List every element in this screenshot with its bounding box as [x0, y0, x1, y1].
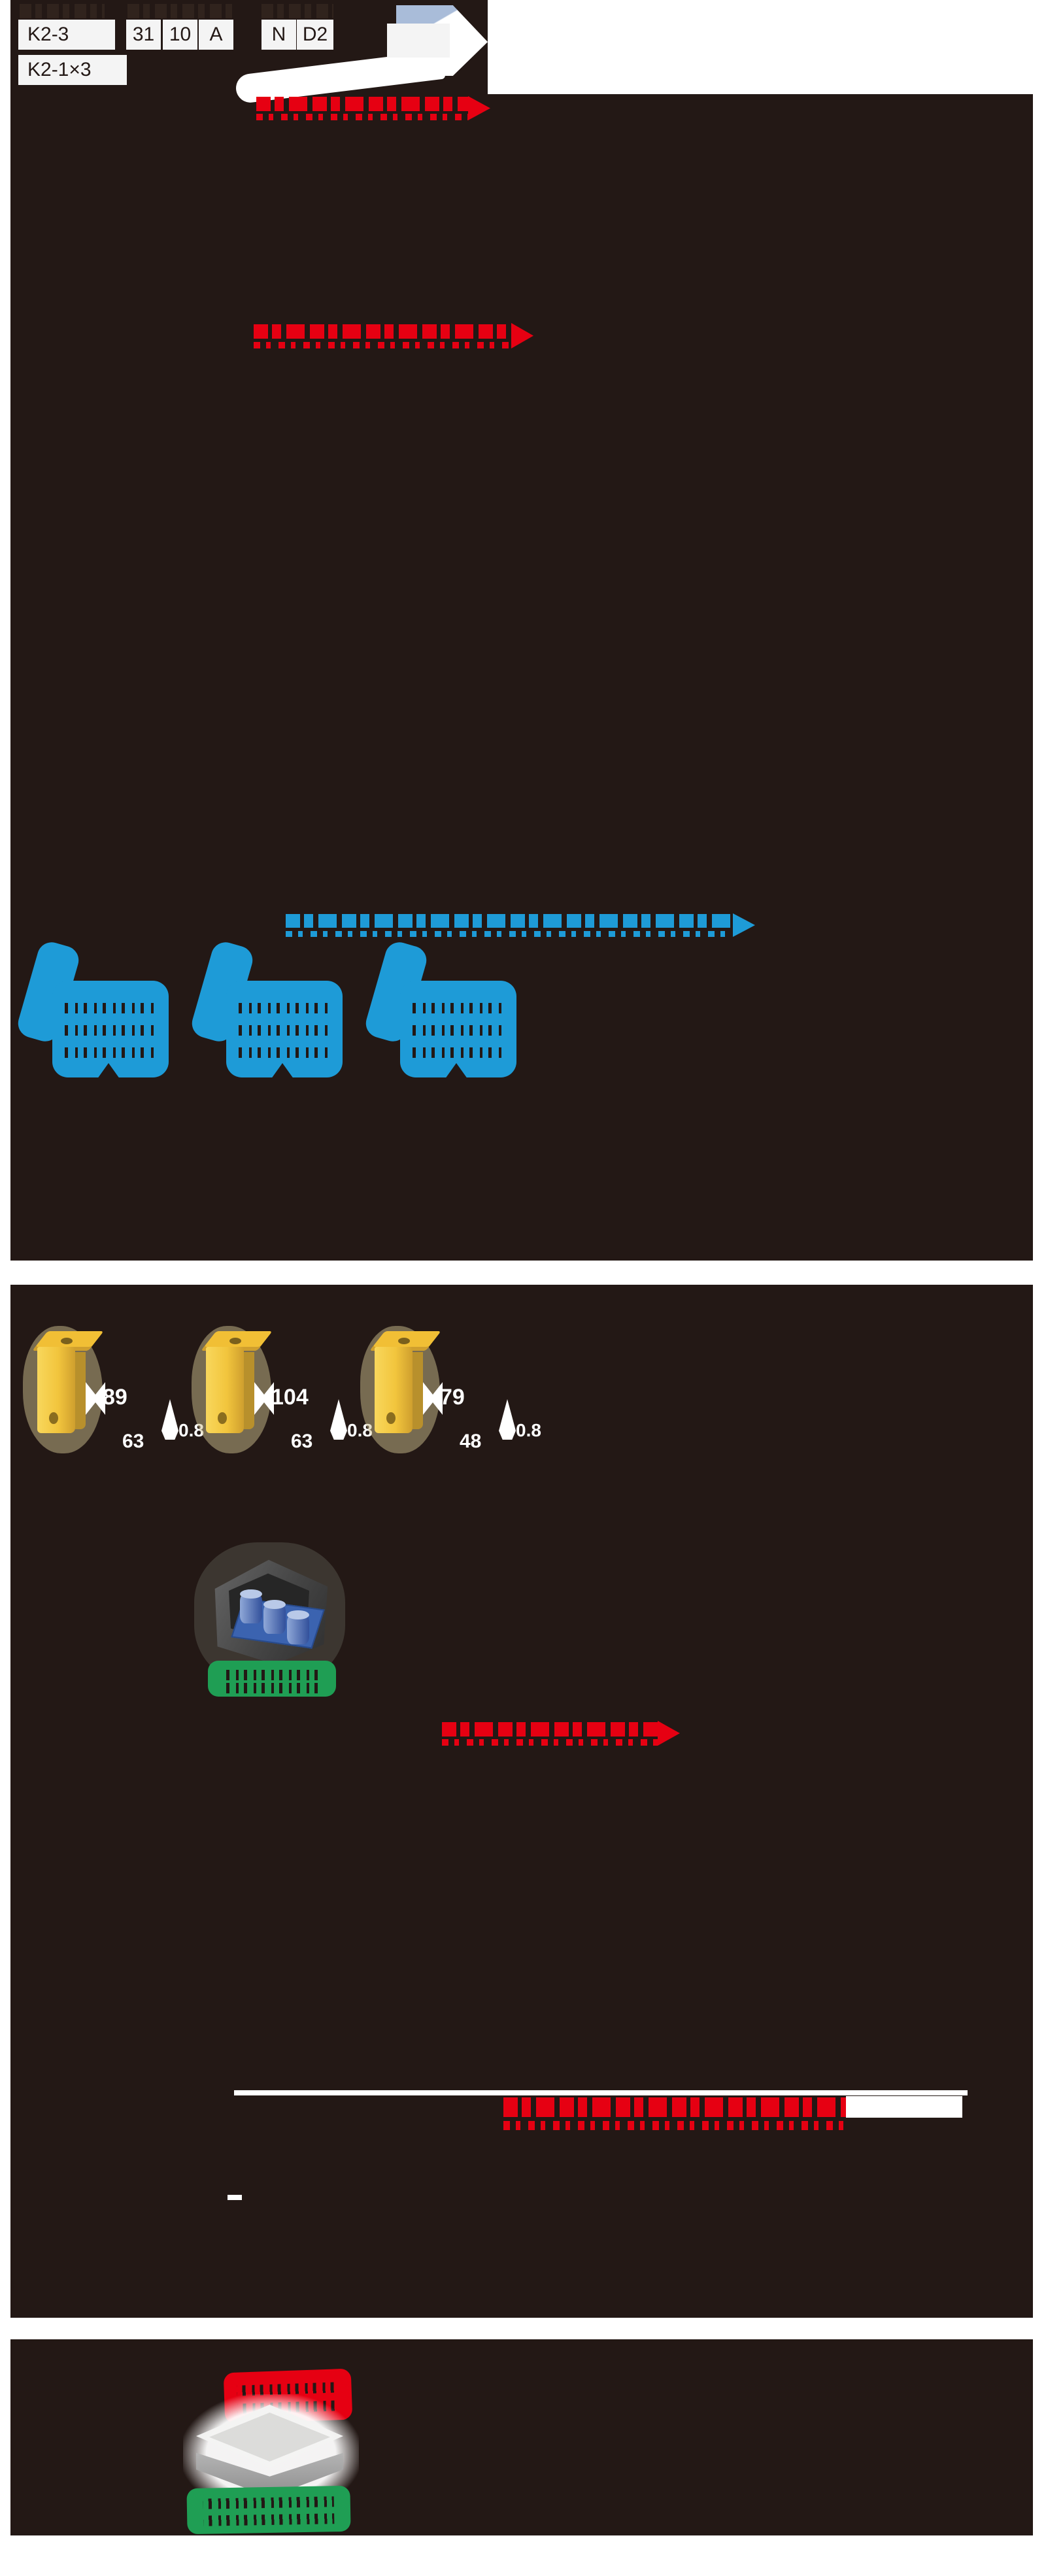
- screw-icon: [499, 1399, 516, 1440]
- blank-white-box: [846, 2096, 962, 2118]
- feature-callout-3: [362, 939, 519, 1081]
- panel-accessory: [10, 2339, 1033, 2535]
- callout-knockout-text: [59, 1025, 157, 1036]
- model-code-box-primary: K2-3: [18, 20, 115, 50]
- code-segment-box: D2: [297, 20, 333, 50]
- dimension-label: 63: [122, 1431, 144, 1452]
- red-arrow-note-3: [442, 1721, 680, 1746]
- callout-knockout-text: [407, 1047, 505, 1058]
- banner-knockout-text: [203, 2513, 335, 2526]
- header-label-hint: [127, 4, 232, 18]
- callout-knockout-text: [407, 1025, 505, 1036]
- code-segment: D2: [302, 24, 328, 45]
- model-code-primary: K2-3: [27, 24, 69, 45]
- fitting-hole: [398, 1338, 410, 1344]
- fitting-hole: [386, 1412, 396, 1424]
- callout-notch: [443, 1063, 469, 1081]
- screw-icon: [330, 1399, 347, 1440]
- header-label-hint: [262, 4, 333, 18]
- white-dash: [228, 2195, 242, 2200]
- fitting-hole: [229, 1338, 241, 1344]
- note-fragments: [442, 1739, 658, 1746]
- code-segment-box: N: [262, 20, 296, 50]
- blue-section-heading: [286, 913, 755, 937]
- feature-callout-1: [14, 939, 171, 1081]
- screw-icon: [161, 1399, 178, 1440]
- code-segment: N: [271, 24, 286, 45]
- green-label-banner: [208, 1661, 336, 1697]
- terminal-cylinder: [240, 1589, 262, 1623]
- code-segment: A: [209, 24, 223, 45]
- terminal-cylinder: [287, 1610, 309, 1644]
- dimension-label: 104: [271, 1385, 309, 1410]
- code-segment-box: A: [199, 20, 233, 50]
- dimension-label: 63: [291, 1431, 313, 1452]
- panel-overview: [10, 94, 1033, 1261]
- fitting-hole: [218, 1412, 227, 1424]
- note-fragments: [442, 1721, 658, 1737]
- banner-knockout-text: [220, 1670, 324, 1680]
- fitting-hole: [61, 1338, 73, 1344]
- callout-knockout-text: [233, 1047, 331, 1058]
- brass-fitting-variant-2: 104 63 0.8: [192, 1314, 373, 1468]
- header-label-hint: [20, 4, 105, 18]
- red-note-row: [503, 2096, 847, 2130]
- code-segment-box: 10: [163, 20, 197, 50]
- terminal-cylinder: [263, 1600, 286, 1634]
- note-fragments: [256, 114, 468, 120]
- dimension-label: 0.8: [516, 1420, 541, 1440]
- callout-knockout-text: [407, 1003, 505, 1013]
- heading-fragments: [286, 914, 733, 928]
- code-segment-box-blank: [387, 24, 450, 58]
- callout-knockout-text: [59, 1003, 157, 1013]
- note-fragments: [254, 324, 511, 339]
- panel-details: [10, 1285, 1033, 2318]
- code-segment-box: 31: [126, 20, 161, 50]
- arrow-tip-icon: [468, 96, 490, 120]
- red-arrow-note-2: [254, 323, 533, 348]
- brass-fitting-variant-3: 79 48 0.8: [360, 1314, 541, 1468]
- code-segment: 10: [169, 24, 192, 45]
- arrow-tip-icon: [733, 913, 755, 937]
- code-segment: 31: [132, 24, 155, 45]
- arrow-tip-icon: [658, 1721, 680, 1746]
- model-code-box-secondary: K2-1×3: [18, 55, 127, 85]
- green-label-banner-2: [186, 2485, 351, 2535]
- fitting-side-face: [413, 1352, 423, 1429]
- banner-knockout-text: [203, 2496, 334, 2509]
- dimension-label: 79: [440, 1385, 465, 1410]
- dimension-label: 89: [103, 1385, 127, 1410]
- callout-notch: [269, 1063, 295, 1081]
- feature-callout-2: [188, 939, 345, 1081]
- fitting-hole: [49, 1412, 58, 1424]
- model-code-secondary: K2-1×3: [27, 59, 92, 80]
- red-arrow-note-1: [256, 96, 490, 120]
- note-fragments: [503, 2121, 847, 2130]
- note-fragments: [254, 341, 511, 348]
- heading-fragments: [286, 930, 733, 937]
- banner-knockout-text: [220, 1683, 324, 1693]
- note-fragments: [256, 97, 468, 111]
- divider-rule: [234, 2090, 968, 2095]
- fitting-side-face: [244, 1352, 254, 1429]
- brass-fitting-variant-1: 89 63 0.8: [23, 1314, 204, 1468]
- dimension-label: 48: [460, 1431, 482, 1452]
- callout-knockout-text: [233, 1003, 331, 1013]
- callout-knockout-text: [59, 1047, 157, 1058]
- note-fragments: [503, 2097, 847, 2118]
- arrow-tip-icon: [511, 323, 533, 348]
- fitting-side-face: [75, 1352, 86, 1429]
- callout-notch: [95, 1063, 122, 1081]
- callout-knockout-text: [233, 1025, 331, 1036]
